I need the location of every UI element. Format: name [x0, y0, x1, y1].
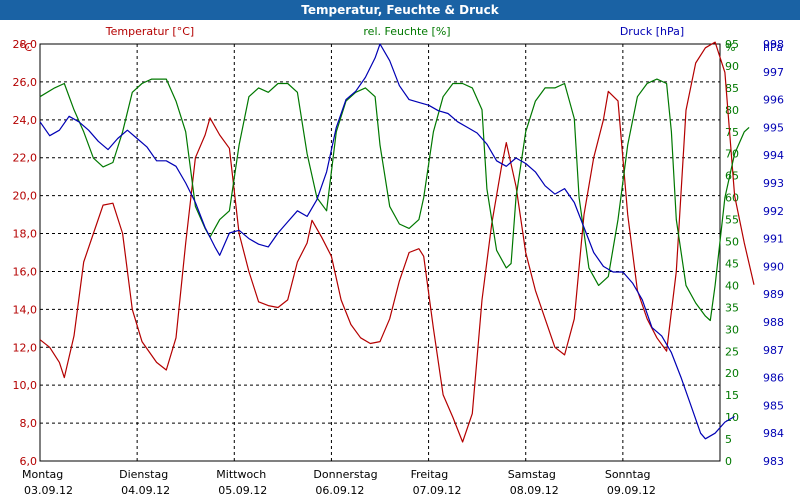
temp-tick-label: 18,0	[13, 228, 38, 241]
humidity-tick-label: 45	[725, 257, 739, 270]
pressure-tick-label: 987	[763, 344, 784, 357]
day-label: Montag	[22, 468, 63, 481]
day-label: Samstag	[508, 468, 556, 481]
date-label: 05.09.12	[218, 484, 267, 497]
humidity-tick-label: 65	[725, 170, 739, 183]
temp-tick-label: 16,0	[13, 265, 38, 278]
temp-tick-label: 22,0	[13, 152, 38, 165]
pressure-tick-label: 993	[763, 177, 784, 190]
day-label: Mittwoch	[216, 468, 266, 481]
humidity-tick-label: 85	[725, 82, 739, 95]
pressure-axis-unit: hPa	[763, 41, 783, 54]
pressure-tick-label: 992	[763, 205, 784, 218]
humidity-axis-label: rel. Feuchte [%]	[363, 25, 450, 38]
temp-tick-label: 12,0	[13, 341, 38, 354]
date-label: 04.09.12	[121, 484, 170, 497]
temp-tick-label: 10,0	[13, 379, 38, 392]
humidity-tick-label: 0	[725, 455, 732, 468]
humidity-tick-label: 55	[725, 214, 739, 227]
pressure-tick-label: 985	[763, 399, 784, 412]
humidity-tick-label: 90	[725, 60, 739, 73]
plot-area	[39, 43, 721, 462]
pressure-tick-label: 986	[763, 372, 784, 385]
humidity-tick-label: 60	[725, 192, 739, 205]
humidity-tick-label: 15	[725, 389, 739, 402]
date-label: 09.09.12	[607, 484, 656, 497]
date-label: 08.09.12	[510, 484, 559, 497]
pressure-tick-label: 990	[763, 260, 784, 273]
chart-title: Temperatur, Feuchte & Druck	[0, 0, 800, 20]
pressure-tick-label: 988	[763, 316, 784, 329]
temp-tick-label: 8,0	[20, 417, 38, 430]
temp-tick-label: 20,0	[13, 190, 38, 203]
pressure-axis-label: Druck [hPa]	[620, 25, 684, 38]
pressure-tick-label: 996	[763, 94, 784, 107]
date-label: 03.09.12	[24, 484, 73, 497]
pressure-tick-label: 991	[763, 233, 784, 246]
temp-tick-label: 26,0	[13, 76, 38, 89]
date-label: 06.09.12	[315, 484, 364, 497]
pressure-tick-label: 984	[763, 427, 784, 440]
temp-tick-label: 28,0	[13, 38, 38, 51]
humidity-tick-label: 95	[725, 38, 739, 51]
day-label: Freitag	[411, 468, 449, 481]
pressure-tick-label: 997	[763, 66, 784, 79]
date-label: 07.09.12	[413, 484, 462, 497]
humidity-tick-label: 30	[725, 323, 739, 336]
temp-axis-unit: °C	[19, 41, 33, 54]
pressure-tick-label: 995	[763, 121, 784, 134]
humidity-tick-label: 20	[725, 367, 739, 380]
humidity-tick-label: 5	[725, 433, 732, 446]
temp-tick-label: 24,0	[13, 114, 38, 127]
humidity-tick-label: 75	[725, 126, 739, 139]
pressure-series-line	[39, 43, 735, 440]
day-label: Donnerstag	[313, 468, 377, 481]
humidity-axis-unit: %	[725, 41, 735, 54]
day-label: Sonntag	[605, 468, 651, 481]
pressure-tick-label: 994	[763, 149, 784, 162]
temp-tick-label: 14,0	[13, 303, 38, 316]
humidity-tick-label: 25	[725, 345, 739, 358]
pressure-tick-label: 989	[763, 288, 784, 301]
temp-tick-label: 6,0	[20, 455, 38, 468]
humidity-tick-label: 50	[725, 236, 739, 249]
humidity-tick-label: 40	[725, 279, 739, 292]
temp-axis-label: Temperatur [°C]	[105, 25, 194, 38]
day-label: Dienstag	[119, 468, 168, 481]
humidity-series-line	[39, 78, 750, 322]
pressure-tick-label: 983	[763, 455, 784, 468]
pressure-tick-label: 998	[763, 38, 784, 51]
humidity-tick-label: 35	[725, 301, 739, 314]
temperature-series-line	[39, 41, 755, 443]
